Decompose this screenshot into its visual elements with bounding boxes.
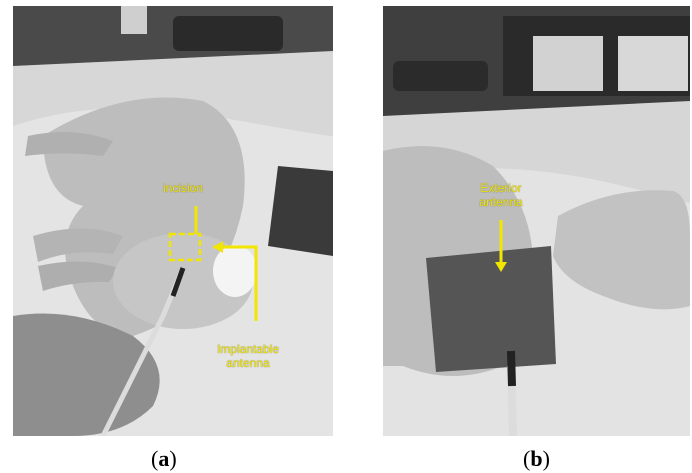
caption-b-letter: b — [530, 446, 542, 471]
caption-a: (a) — [151, 446, 177, 472]
caption-a-letter: a — [158, 446, 169, 471]
implantable-antenna-label-line2: antenna — [205, 356, 291, 370]
exterior-antenna-label-line1: Exterior — [463, 181, 539, 195]
caption-b-close: ) — [543, 446, 550, 471]
incision-label: incision — [155, 181, 211, 195]
implantable-antenna-label-line1: Implantable — [205, 342, 291, 356]
exterior-antenna-label: Exterior antenna — [463, 181, 539, 209]
photo-b-scene — [383, 6, 690, 436]
exterior-antenna-label-line2: antenna — [463, 195, 539, 209]
photo-panel-a: incision Implantable antenna — [13, 6, 333, 436]
caption-b: (b) — [523, 446, 550, 472]
photo-a-scene — [13, 6, 333, 436]
implantable-antenna-label: Implantable antenna — [205, 342, 291, 370]
photo-panel-b: Exterior antenna — [383, 6, 690, 436]
caption-a-close: ) — [169, 446, 176, 471]
